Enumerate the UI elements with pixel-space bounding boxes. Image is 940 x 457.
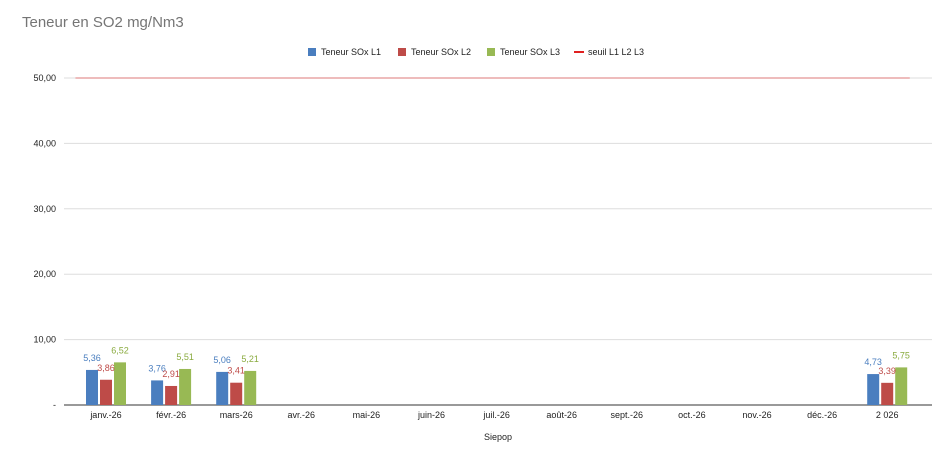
y-tick-label: - [53,400,56,410]
data-label: 5,75 [892,350,910,360]
x-tick-label: 2 026 [876,410,899,420]
data-label: 3,86 [97,363,115,373]
legend: Teneur SOx L1 Teneur SOx L2 Teneur SOx L3 s… [308,47,644,57]
y-tick-label: 10,00 [33,335,56,345]
x-tick-label: févr.-26 [156,410,186,420]
x-tick-label: août-26 [546,410,577,420]
data-labels: 5,36 3,76 5,06 4,73 3,86 2,91 3,41 3,39 6,52 5,51… [83,345,910,379]
data-label: 3,39 [878,366,896,376]
x-tick-label: nov.-26 [742,410,771,420]
bar [86,369,98,405]
x-tick-label: janv.-26 [89,410,121,420]
x-tick-label: mars-26 [220,410,253,420]
y-tick-label: 30,00 [33,204,56,214]
legend-swatch [487,48,495,56]
bar [216,371,229,405]
y-tick-label: 40,00 [33,138,56,148]
bar [881,382,894,405]
legend-label: seuil L1 L2 L3 [588,47,644,57]
bar [179,368,192,405]
bar [151,380,164,405]
data-label: 5,06 [213,355,231,365]
data-label: 4,73 [864,357,882,367]
data-label: 2,91 [162,369,180,379]
data-label: 5,21 [241,354,259,364]
y-axis: - 10,00 20,00 30,00 40,00 50,00 [33,73,56,410]
data-label: 3,41 [227,366,245,376]
x-tick-label: juin-26 [417,410,445,420]
bar [895,367,908,405]
legend-label: Teneur SOx L1 [321,47,381,57]
x-axis: janv.-26 févr.-26 mars-26 avr.-26 mai-26 juin… [89,410,898,420]
x-tick-label: sept.-26 [611,410,644,420]
bar [867,374,880,405]
bar [100,379,112,405]
y-tick-label: 50,00 [33,73,56,83]
x-tick-label: avr.-26 [288,410,316,420]
data-label: 5,36 [83,353,101,363]
legend-swatch [398,48,406,56]
bar [244,370,257,405]
x-tick-label: déc.-26 [807,410,837,420]
bar-layer [86,362,908,405]
data-label: 6,52 [111,345,129,355]
grid-lines [64,77,932,406]
x-tick-label: oct.-26 [678,410,706,420]
bar [165,385,178,405]
data-label: 3,76 [148,363,166,373]
legend-label: Teneur SOx L3 [500,47,560,57]
y-tick-label: 20,00 [33,269,56,279]
x-tick-label: mai-26 [353,410,381,420]
x-axis-title: Siepop [484,432,512,442]
legend-swatch [308,48,316,56]
x-tick-label: juil.-26 [482,410,510,420]
chart-title: Teneur en SO2 mg/Nm3 [22,14,184,31]
legend-label: Teneur SOx L2 [411,47,471,57]
bar [114,362,126,405]
bar [230,382,243,405]
data-label: 5,51 [176,352,194,362]
